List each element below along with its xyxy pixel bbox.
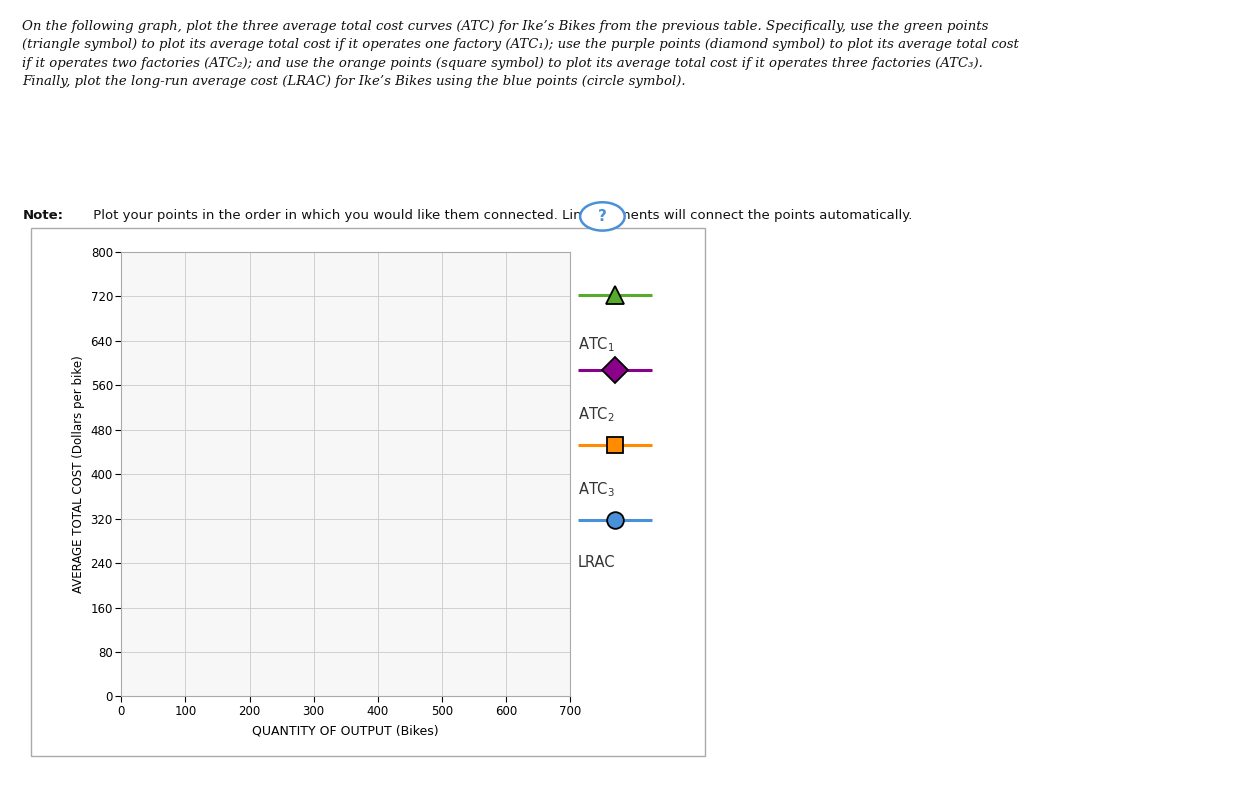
Text: Note:: Note:	[22, 209, 63, 222]
Text: ATC$_2$: ATC$_2$	[578, 405, 615, 423]
Text: ATC$_3$: ATC$_3$	[578, 480, 615, 499]
Text: LRAC: LRAC	[578, 555, 615, 570]
Text: ATC$_1$: ATC$_1$	[578, 335, 615, 353]
X-axis label: QUANTITY OF OUTPUT (Bikes): QUANTITY OF OUTPUT (Bikes)	[252, 725, 439, 737]
Text: On the following graph, plot the three average total cost curves (ATC) for Ike’s: On the following graph, plot the three a…	[22, 20, 1019, 88]
Text: Plot your points in the order in which you would like them connected. Line segme: Plot your points in the order in which y…	[89, 209, 913, 222]
Y-axis label: AVERAGE TOTAL COST (Dollars per bike): AVERAGE TOTAL COST (Dollars per bike)	[72, 355, 85, 593]
Text: ?: ?	[597, 209, 607, 224]
